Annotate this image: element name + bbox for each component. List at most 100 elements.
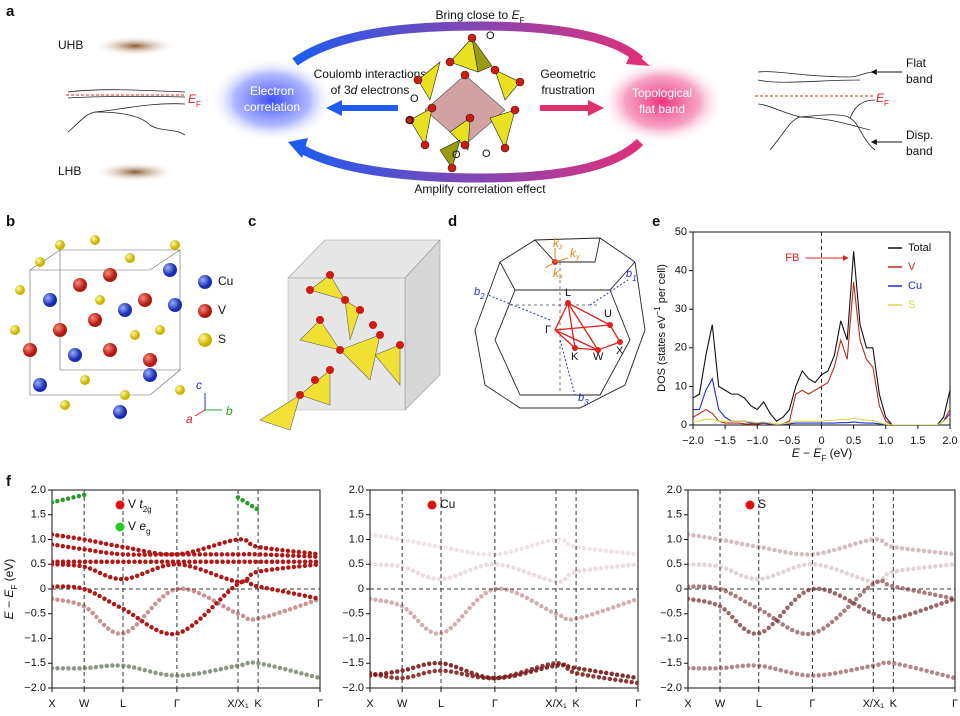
panel-label: a <box>6 3 15 20</box>
legend-label: V t2g <box>128 497 152 513</box>
axis-label: c <box>196 378 202 392</box>
label: per cell) <box>656 264 668 306</box>
atom <box>73 278 87 292</box>
label: g <box>146 527 150 536</box>
panel-label: b <box>6 213 15 230</box>
hidden-edge <box>510 262 600 395</box>
band <box>52 542 320 560</box>
arc-arrow <box>297 138 644 183</box>
band <box>688 586 955 636</box>
x-tick-label: 2.0 <box>942 435 957 447</box>
label: UHB <box>58 38 83 52</box>
label: Electron <box>250 84 294 98</box>
label: Topological <box>632 86 692 100</box>
k-point: X <box>616 345 624 357</box>
legend-label: Cu <box>440 497 455 511</box>
k-point: K <box>571 351 579 363</box>
k-point: U <box>604 308 612 320</box>
glow <box>600 60 724 144</box>
band-sketch <box>757 71 876 151</box>
label: F <box>196 100 201 109</box>
band <box>370 660 638 686</box>
label: Geometric <box>540 67 595 81</box>
y-tick-label: −1.0 <box>342 632 364 644</box>
y-tick-label: 0.5 <box>667 558 682 570</box>
brillouin-zone <box>474 237 646 409</box>
reciprocal-vector <box>487 294 551 321</box>
panel-label: c <box>248 213 256 230</box>
label: LHB <box>58 164 81 178</box>
y-tick-label: −2.0 <box>24 682 46 694</box>
legend-marker <box>198 275 212 289</box>
x-tick-label: K <box>254 698 262 710</box>
label: kz <box>553 236 563 251</box>
axis-label: b <box>226 404 233 418</box>
y-tick-label: −0.5 <box>342 608 364 620</box>
k-point: W <box>593 351 604 363</box>
label: E <box>188 92 197 106</box>
fermi-label: EF <box>876 91 889 107</box>
k-point: L <box>565 287 571 299</box>
arrowhead <box>288 138 308 158</box>
y-tick-label: 0 <box>676 583 682 595</box>
x-tick-label: L <box>438 698 444 710</box>
k-axes <box>544 248 569 269</box>
atom-label: O <box>482 148 491 160</box>
panel-b: Cu V S c a b <box>10 235 233 426</box>
label: flat band <box>639 102 685 116</box>
atom <box>95 295 105 305</box>
atom <box>120 390 130 400</box>
atom <box>143 368 157 382</box>
x-tick-label: K <box>572 698 580 710</box>
atom <box>88 313 102 327</box>
legend-label: S <box>758 497 766 511</box>
label: F <box>884 99 889 108</box>
atom <box>163 263 177 277</box>
atoms <box>10 235 185 419</box>
x-tick-label: Γ <box>317 698 323 710</box>
reciprocal-vector <box>589 279 629 306</box>
x-tick-label: X <box>48 698 56 710</box>
legend-label: V <box>218 303 226 317</box>
glow <box>210 58 334 142</box>
label: Amplify correlation effect <box>414 182 546 196</box>
legend-marker <box>427 500 437 510</box>
y-tick-label: 1.0 <box>667 533 682 545</box>
legend-label: V <box>908 261 916 273</box>
legend-label: S <box>908 299 915 311</box>
y-tick-label: 1.0 <box>349 533 364 545</box>
atom <box>43 293 57 307</box>
atom <box>168 298 182 312</box>
dos-line <box>693 282 950 425</box>
y-tick-label: −2.0 <box>342 682 364 694</box>
label: z <box>558 244 563 251</box>
label: 2 <box>479 292 485 301</box>
label: t <box>139 497 143 511</box>
label: k <box>553 236 560 250</box>
hubbard-band <box>93 36 177 56</box>
y-tick-label: −2.0 <box>660 682 682 694</box>
label: E <box>792 446 801 460</box>
x-tick-label: X <box>684 698 692 710</box>
y-tick-label: −1.0 <box>24 632 46 644</box>
label: band <box>906 72 933 86</box>
y-tick-label: −1.5 <box>342 657 364 669</box>
legend-marker <box>198 333 212 347</box>
x-tick-label: Γ <box>809 698 815 710</box>
label: −1 <box>653 306 662 316</box>
x-tick-label: L <box>756 698 762 710</box>
atom <box>103 268 117 282</box>
band <box>52 532 320 557</box>
y-tick-label: 20 <box>675 342 687 354</box>
arrowhead <box>626 50 650 66</box>
y-tick-label: 1.0 <box>31 533 46 545</box>
label: E <box>813 446 822 460</box>
band <box>52 492 261 513</box>
label: 2g <box>143 505 152 514</box>
label: V <box>128 497 139 511</box>
atom <box>23 343 37 357</box>
fermi-label: EF <box>188 92 201 108</box>
band <box>688 578 955 637</box>
label: b2 <box>474 286 485 301</box>
